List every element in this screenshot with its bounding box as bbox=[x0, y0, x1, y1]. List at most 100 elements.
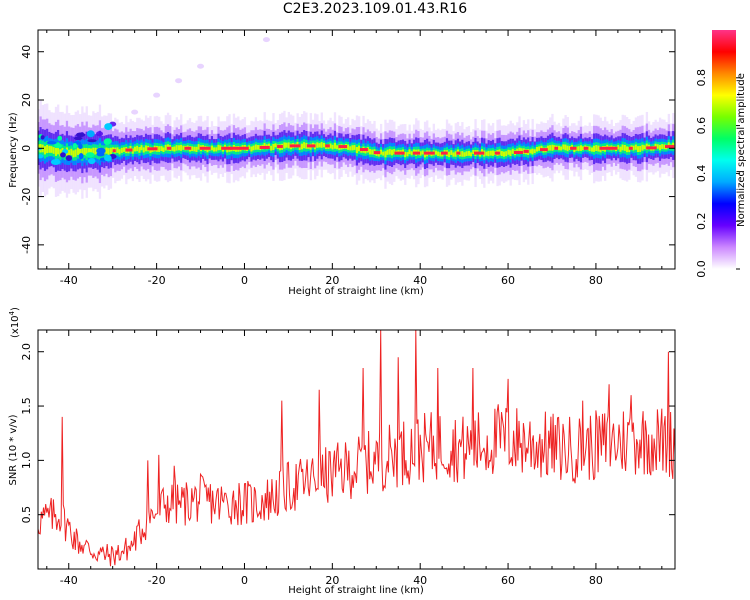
spectrogram-cell bbox=[107, 148, 110, 155]
spectrogram-cell bbox=[368, 149, 372, 155]
x-tick-label: 0 bbox=[241, 574, 248, 587]
spectrogram-cell bbox=[144, 145, 148, 152]
spectrogram-cell bbox=[619, 146, 622, 152]
spectrogram-cell bbox=[320, 142, 323, 148]
spectrogram-cell bbox=[171, 146, 174, 151]
spectrogram-cell bbox=[617, 145, 620, 150]
spectrogram-cell bbox=[597, 145, 600, 152]
spectrogram-cell bbox=[408, 149, 411, 155]
spectrogram-peak bbox=[494, 151, 500, 155]
spectrogram-cell bbox=[197, 144, 200, 150]
spectrogram-marks bbox=[38, 37, 675, 199]
y-tick-label: -40 bbox=[20, 236, 33, 254]
spectrogram-cell bbox=[116, 147, 119, 153]
spectrogram-cell bbox=[404, 151, 407, 158]
spectrogram-blob bbox=[78, 143, 83, 149]
spectrogram-cell bbox=[105, 147, 108, 154]
snr-y-axis-label: SNR (10 * v/v) bbox=[8, 414, 19, 485]
spectrogram-cell bbox=[470, 152, 473, 157]
spectrogram-peak bbox=[665, 145, 675, 149]
spectrogram-cell bbox=[632, 145, 635, 151]
spectrogram-frame bbox=[37, 29, 676, 270]
spectrogram-peak bbox=[583, 146, 589, 150]
spectrogram-peak bbox=[221, 146, 232, 150]
spectrogram-cell bbox=[465, 151, 468, 157]
spectrogram-peak bbox=[147, 147, 158, 151]
y-tick-label: 0 bbox=[20, 145, 33, 152]
spectrogram-peak bbox=[277, 145, 283, 149]
spectrogram-cell bbox=[46, 145, 49, 154]
snr-x-ticks: -40 -20 0 20 40 60 80 bbox=[46, 330, 663, 587]
snr-x-axis-label: Height of straight line (km) bbox=[288, 585, 424, 596]
x-tick-label: -20 bbox=[148, 274, 166, 287]
colorbar-gradient bbox=[712, 30, 736, 269]
spectrogram-cell bbox=[267, 143, 271, 149]
spectrogram-branch bbox=[96, 131, 104, 137]
spectrogram-cell bbox=[379, 149, 383, 155]
spectrogram-peak bbox=[306, 144, 316, 148]
spectrogram-peak bbox=[166, 146, 172, 150]
spectrogram-cell bbox=[489, 150, 493, 156]
spectrogram-cell bbox=[557, 145, 561, 151]
spectrogram-cell bbox=[81, 148, 84, 157]
x-tick-label: 20 bbox=[325, 274, 339, 287]
spectrogram-peak bbox=[608, 146, 618, 150]
spectrogram-cell bbox=[509, 150, 512, 157]
spectrogram-cell bbox=[133, 146, 137, 152]
spectrogram-y-ticks: -40 -20 0 20 40 bbox=[20, 45, 675, 254]
spectrogram-cell bbox=[160, 146, 163, 151]
spectrogram-cell bbox=[546, 145, 550, 151]
snr-series-line bbox=[38, 330, 675, 567]
spectrogram-cell bbox=[551, 144, 554, 151]
x-tick-label: 20 bbox=[325, 574, 339, 587]
spectrogram-cell bbox=[593, 145, 596, 152]
spectrogram-cell bbox=[140, 145, 143, 151]
spectrogram-cell bbox=[463, 152, 466, 157]
spectrogram-cell bbox=[285, 142, 288, 148]
colorbar-label: Normalized spectral amplitude bbox=[736, 73, 747, 227]
spectrogram-blob bbox=[75, 132, 86, 138]
spectrogram-cell bbox=[533, 149, 537, 154]
spectrogram-cell bbox=[588, 146, 591, 152]
spectrogram-branch-core bbox=[104, 123, 113, 131]
spectrogram-blob bbox=[87, 157, 96, 165]
spectrogram-blob bbox=[46, 141, 57, 145]
spectrogram-cell bbox=[162, 147, 165, 153]
spectrogram-peak bbox=[112, 149, 116, 153]
x-tick-label: 60 bbox=[501, 574, 515, 587]
spectrogram-cell bbox=[87, 148, 91, 155]
spectrogram-cell bbox=[590, 147, 594, 152]
spectrogram-peak bbox=[554, 146, 559, 150]
spectrogram-cell bbox=[57, 146, 60, 155]
spectrogram-cell bbox=[577, 146, 580, 152]
spectrogram-x-axis-label: Height of straight line (km) bbox=[288, 286, 424, 297]
spectrogram-cell bbox=[50, 146, 53, 153]
colorbar-tick-label: 0.2 bbox=[695, 212, 708, 230]
spectrogram-cell bbox=[283, 142, 286, 149]
spectrogram-peak bbox=[540, 148, 548, 152]
spectrogram-cell bbox=[419, 151, 422, 156]
spectrogram-cell bbox=[331, 144, 334, 150]
spectrogram-cell bbox=[663, 144, 666, 150]
spectrogram-cell bbox=[90, 148, 93, 155]
spectrogram-y-axis-label: Frequency (Hz) bbox=[8, 112, 19, 188]
spectrogram-cell bbox=[452, 152, 455, 157]
spectrogram-cell bbox=[467, 150, 471, 156]
spectrogram-cell bbox=[333, 142, 337, 149]
spectrogram-cell bbox=[213, 147, 216, 152]
spectrogram-peak bbox=[412, 151, 421, 155]
spectrogram-cell bbox=[636, 146, 640, 153]
spectrogram-cell bbox=[193, 146, 196, 152]
spectrogram-cell bbox=[575, 146, 578, 151]
spectrogram-blob bbox=[65, 155, 73, 161]
spectrogram-cell bbox=[52, 147, 55, 154]
spectrogram-cell bbox=[643, 145, 646, 150]
spectrogram-peak bbox=[325, 144, 330, 148]
spectrogram-cell bbox=[351, 145, 354, 151]
spectrogram-cell bbox=[472, 149, 475, 154]
spectrogram-cell bbox=[142, 147, 146, 153]
spectrogram-cell bbox=[421, 150, 424, 155]
spectrogram-peak bbox=[240, 146, 249, 150]
spectrogram-cell bbox=[560, 146, 563, 151]
spectrogram-cell bbox=[83, 147, 86, 155]
